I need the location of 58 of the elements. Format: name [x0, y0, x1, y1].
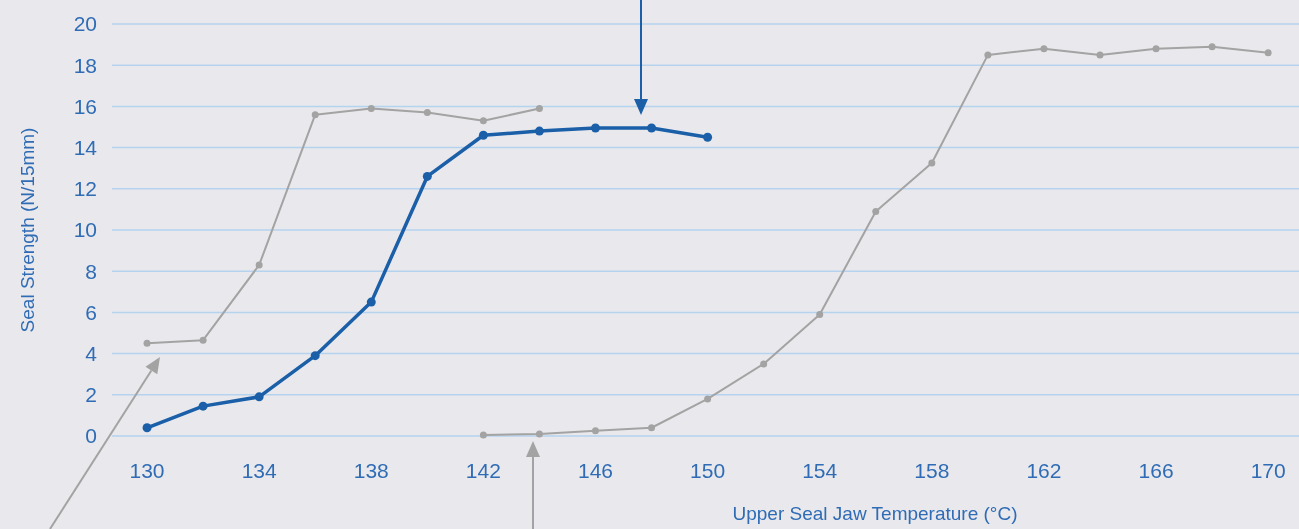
- x-tick-label: 158: [914, 459, 950, 482]
- y-tick-label: 14: [73, 135, 98, 159]
- point: [422, 171, 432, 181]
- point: [310, 351, 320, 361]
- x-tick-label: 130: [129, 459, 165, 482]
- point: [366, 297, 376, 307]
- point: [479, 117, 487, 125]
- point: [1152, 45, 1160, 53]
- point: [479, 431, 487, 439]
- x-tick-label: 134: [241, 459, 277, 482]
- point: [648, 424, 656, 432]
- point: [367, 104, 375, 112]
- x-tick-label: 142: [465, 459, 501, 482]
- x-tick-label: 162: [1026, 459, 1062, 482]
- point: [198, 401, 208, 411]
- y-tick-label: 8: [85, 259, 97, 283]
- point: [534, 126, 544, 136]
- point: [535, 104, 543, 112]
- point: [1096, 51, 1104, 59]
- y-tick-label: 18: [73, 53, 97, 77]
- y-axis-title: Seal Strength (N/15mm): [17, 127, 38, 333]
- point: [535, 430, 543, 438]
- point: [704, 395, 712, 403]
- point: [872, 207, 880, 215]
- point: [478, 130, 488, 140]
- point: [760, 360, 768, 368]
- point: [255, 261, 263, 269]
- point: [816, 310, 824, 318]
- point: [591, 427, 599, 435]
- point: [703, 132, 713, 142]
- point: [142, 423, 152, 433]
- x-tick-label: 138: [353, 459, 389, 482]
- point: [143, 339, 151, 347]
- y-tick-label: 12: [73, 177, 97, 201]
- y-tick-label: 4: [85, 341, 98, 365]
- y-tick-label: 6: [85, 300, 97, 324]
- point: [1264, 49, 1272, 57]
- point: [647, 123, 657, 133]
- point: [254, 392, 264, 402]
- x-tick-label: 146: [577, 459, 614, 482]
- point: [1040, 45, 1048, 53]
- y-tick-label: 20: [73, 12, 97, 36]
- x-tick-label: 150: [690, 459, 726, 482]
- point: [928, 159, 936, 167]
- x-tick-label: 166: [1138, 459, 1174, 482]
- point: [1208, 43, 1216, 51]
- point: [423, 109, 431, 117]
- point: [311, 111, 319, 119]
- y-tick-label: 0: [85, 424, 97, 448]
- x-tick-label: 170: [1250, 459, 1286, 482]
- point: [590, 123, 600, 133]
- y-tick-label: 2: [85, 383, 97, 407]
- y-tick-label: 10: [73, 218, 97, 242]
- x-axis-title: Upper Seal Jaw Temperature (°C): [732, 503, 1018, 524]
- point: [984, 51, 992, 59]
- y-tick-label: 16: [73, 94, 97, 118]
- point: [199, 336, 207, 344]
- x-tick-label: 154: [802, 459, 838, 482]
